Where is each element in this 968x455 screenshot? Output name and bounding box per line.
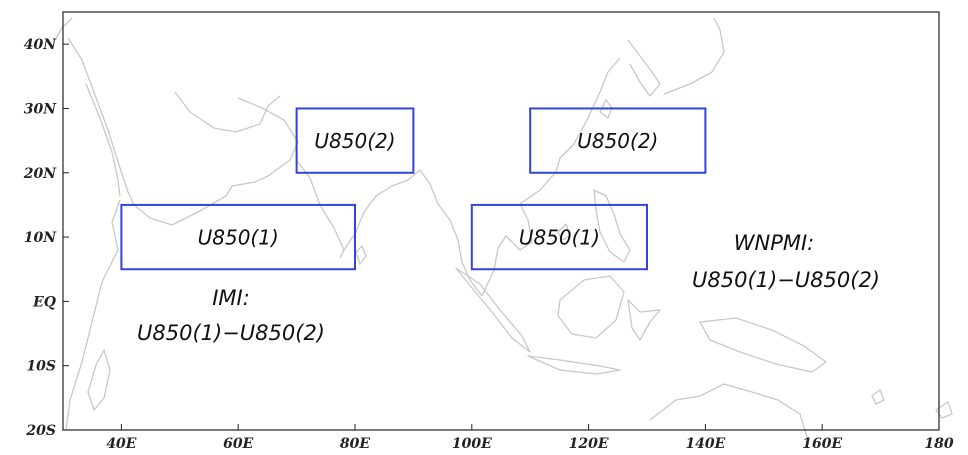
coastlines [55, 17, 953, 441]
x-tick-label: 180 [924, 436, 953, 452]
imi-title: IMI: [212, 286, 250, 310]
region-rect [295, 107, 415, 174]
imi-formula: U850(1)−U850(2) [137, 321, 325, 345]
x-tick-label: 80E [340, 436, 370, 452]
y-tick-label: 40N [24, 37, 57, 53]
y-axis: 40N 30N 20N 10N EQ 10S 20S [23, 37, 69, 439]
region-label: U850(2) [314, 129, 395, 153]
wnpmi-annotation: WNPMI: U850(1)−U850(2) [692, 231, 880, 292]
region-label: U850(2) [577, 129, 658, 153]
imi-annotation: IMI: U850(1)−U850(2) [137, 286, 325, 345]
region-rect [529, 107, 707, 174]
x-tick-label: 40E [106, 436, 136, 452]
wnpmi-formula: U850(1)−U850(2) [692, 268, 880, 292]
y-tick-label: 10S [26, 359, 56, 375]
x-tick-label: 60E [223, 436, 253, 452]
y-tick-label: 10N [24, 230, 57, 246]
map-frame [62, 11, 940, 431]
region-box-wnpmi-2: U850(2) [529, 107, 707, 174]
y-tick-label: 30N [24, 101, 57, 117]
y-tick-label: 20S [25, 423, 56, 439]
y-tick-label: EQ [32, 294, 56, 310]
region-box-imi-2: U850(2) [295, 107, 415, 174]
region-box-wnpmi-1: U850(1) [470, 203, 648, 271]
y-tick-label: 20N [23, 166, 57, 182]
region-rect [120, 203, 357, 271]
region-box-imi-1: U850(1) [120, 203, 357, 271]
region-label: U850(1) [198, 226, 279, 250]
x-tick-label: 140E [685, 436, 725, 452]
x-tick-label: 100E [452, 436, 492, 452]
x-axis: 40E 60E 80E 100E 120E 140E 160E 180 [106, 424, 954, 452]
wnpmi-title: WNPMI: [734, 231, 815, 255]
x-tick-label: 120E [569, 436, 609, 452]
x-tick-label: 160E [802, 436, 842, 452]
region-label: U850(1) [519, 226, 600, 250]
region-rect [470, 203, 648, 271]
